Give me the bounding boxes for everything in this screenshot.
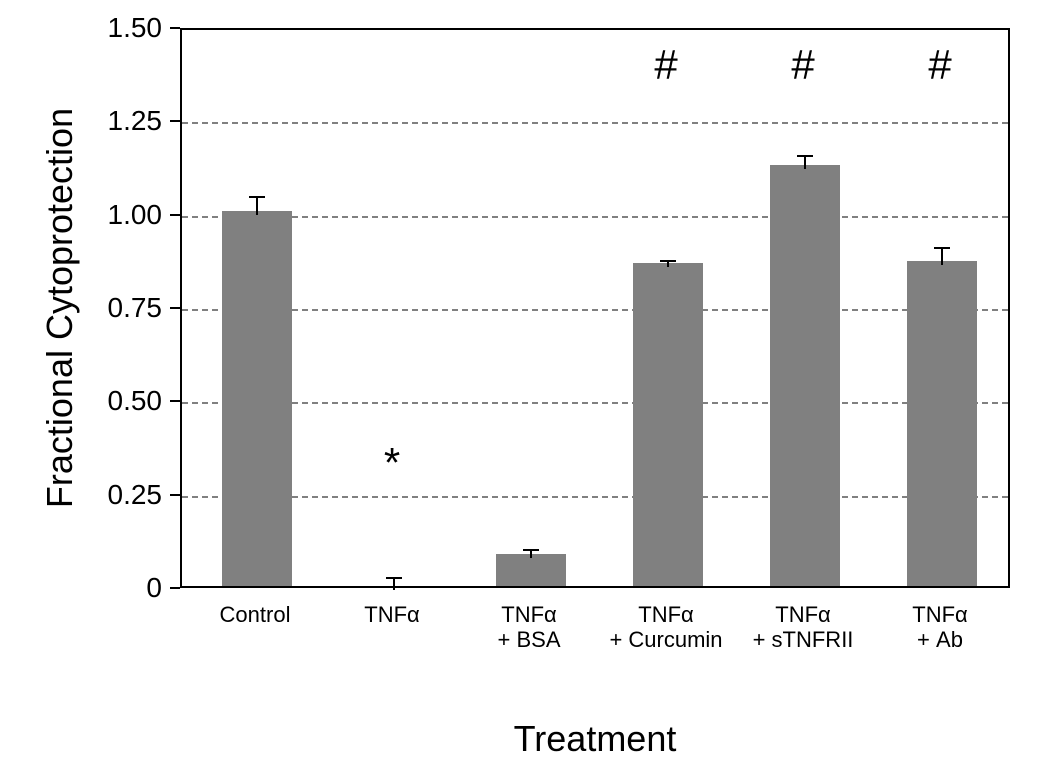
sig-hash-icon: # xyxy=(791,41,814,89)
gridline xyxy=(182,402,1008,404)
y-axis-title: Fractional Cytoprotection xyxy=(39,108,81,508)
y-tick-mark xyxy=(170,494,180,496)
gridline xyxy=(182,216,1008,218)
x-tick-label: Control xyxy=(220,602,291,627)
y-tick-label: 0.50 xyxy=(108,385,163,417)
plot-area xyxy=(180,28,1010,588)
gridline xyxy=(182,309,1008,311)
error-bar-cap xyxy=(660,260,676,262)
y-tick-mark xyxy=(170,307,180,309)
error-bar-cap xyxy=(249,196,265,198)
error-bar-cap xyxy=(934,247,950,249)
error-bar xyxy=(941,247,943,266)
gridline xyxy=(182,122,1008,124)
bar xyxy=(222,211,292,586)
y-tick-mark xyxy=(170,27,180,29)
y-tick-label: 0.75 xyxy=(108,292,163,324)
figure: Fractional Cytoprotection Treatment 0 0.2… xyxy=(0,0,1050,777)
sig-hash-icon: # xyxy=(654,41,677,89)
y-tick-label: 1.25 xyxy=(108,105,163,137)
y-tick-label: 0.25 xyxy=(108,479,163,511)
y-tick-mark xyxy=(170,587,180,589)
x-tick-label: TNFα+ Ab xyxy=(912,602,967,653)
y-tick-mark xyxy=(170,120,180,122)
y-tick-label: 1.50 xyxy=(108,12,163,44)
y-tick-label: 0 xyxy=(146,572,162,604)
y-tick-mark xyxy=(170,214,180,216)
x-tick-label: TNFα+ Curcumin xyxy=(609,602,722,653)
x-tick-label: TNFα+ sTNFRII xyxy=(753,602,854,653)
error-bar xyxy=(804,155,806,169)
y-tick-mark xyxy=(170,400,180,402)
error-bar-cap xyxy=(523,549,539,551)
bar xyxy=(633,263,703,586)
bar xyxy=(907,261,977,586)
sig-star-icon: * xyxy=(384,439,400,487)
bar xyxy=(496,554,566,586)
bar xyxy=(770,165,840,586)
x-axis-title: Treatment xyxy=(514,718,677,760)
x-tick-label: TNFα+ BSA xyxy=(498,602,561,653)
y-tick-label: 1.00 xyxy=(108,199,163,231)
error-bar-cap xyxy=(386,577,402,579)
gridline xyxy=(182,496,1008,498)
error-bar xyxy=(256,196,258,215)
sig-hash-icon: # xyxy=(928,41,951,89)
error-bar-cap xyxy=(797,155,813,157)
x-tick-label: TNFα xyxy=(364,602,419,627)
